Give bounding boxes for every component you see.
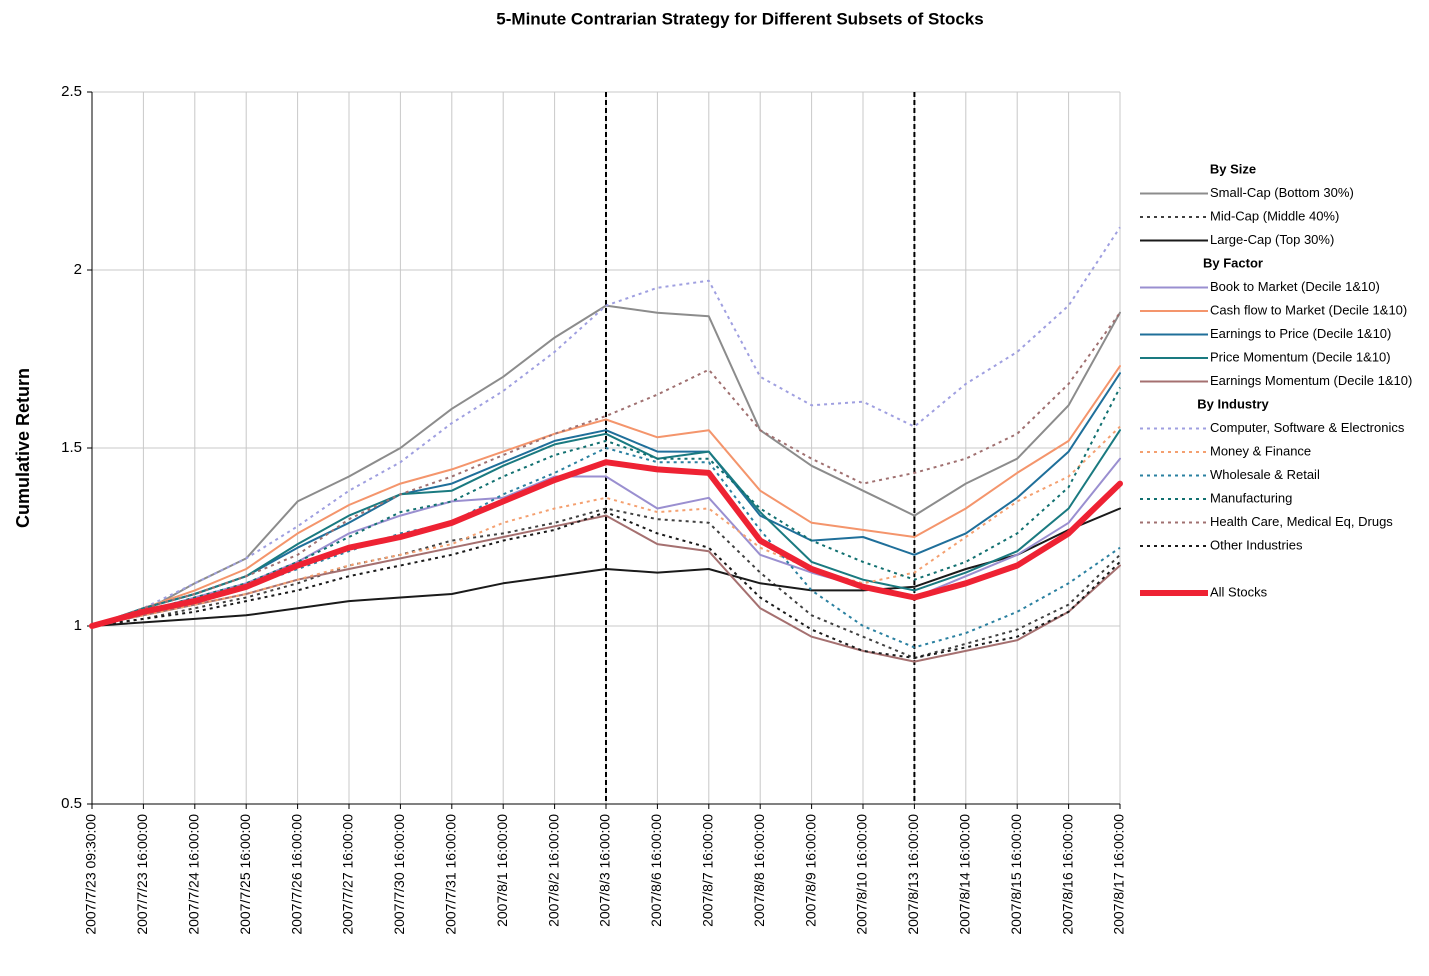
series-line <box>91 365 1121 627</box>
y-tick-label: 1 <box>74 617 82 634</box>
x-tick-label: 2007/8/7 16:00:00 <box>700 814 716 927</box>
x-tick-label: 2007/7/25 16:00:00 <box>237 814 253 935</box>
y-axis-label: Cumulative Return <box>13 368 33 528</box>
x-tick-label: 2007/7/26 16:00:00 <box>288 814 304 935</box>
series-line <box>91 429 1121 627</box>
chart-title: 5-Minute Contrarian Strategy for Differe… <box>496 9 983 28</box>
series-line <box>89 459 1123 629</box>
x-tick-label: 2007/8/10 16:00:00 <box>854 814 870 935</box>
legend-label: Earnings Momentum (Decile 1&10) <box>1210 373 1412 388</box>
legend-label: Book to Market (Decile 1&10) <box>1210 279 1380 294</box>
x-tick-label: 2007/7/30 16:00:00 <box>391 814 407 935</box>
legend-label: Price Momentum (Decile 1&10) <box>1210 349 1391 364</box>
y-tick-label: 0.5 <box>61 795 82 812</box>
series-line <box>91 372 1121 627</box>
legend-label: Earnings to Price (Decile 1&10) <box>1210 326 1391 341</box>
legend-label: Wholesale & Retail <box>1210 467 1320 482</box>
series-line <box>91 425 1121 627</box>
x-tick-label: 2007/8/13 16:00:00 <box>905 814 921 935</box>
x-tick-label: 2007/8/1 16:00:00 <box>494 814 510 927</box>
legend-label: Computer, Software & Electronics <box>1210 420 1405 435</box>
series-line <box>91 226 1121 627</box>
legend-group-title: By Industry <box>1197 396 1269 411</box>
y-tick-label: 1.5 <box>61 439 82 456</box>
legend-label: Other Industries <box>1210 537 1303 552</box>
legend-label: Money & Finance <box>1210 443 1311 458</box>
legend-label: Cash flow to Market (Decile 1&10) <box>1210 302 1407 317</box>
legend-label: Small-Cap (Bottom 30%) <box>1210 185 1354 200</box>
x-tick-label: 2007/7/27 16:00:00 <box>340 814 356 935</box>
y-tick-label: 2.5 <box>61 83 82 100</box>
x-tick-label: 2007/8/6 16:00:00 <box>648 814 664 927</box>
series-line <box>91 507 1121 627</box>
series-line <box>91 457 1121 627</box>
x-tick-label: 2007/8/9 16:00:00 <box>802 814 818 927</box>
series-line <box>91 387 1121 627</box>
x-tick-label: 2007/8/2 16:00:00 <box>545 814 561 927</box>
x-tick-label: 2007/7/23 09:30:00 <box>83 814 99 935</box>
legend-label: Mid-Cap (Middle 40%) <box>1210 208 1339 223</box>
x-tick-label: 2007/7/31 16:00:00 <box>443 814 459 935</box>
series-line <box>91 511 1121 659</box>
legend-group-title: By Size <box>1210 161 1256 176</box>
series-line <box>91 312 1121 627</box>
x-tick-label: 2007/7/23 16:00:00 <box>134 814 150 935</box>
series-line <box>91 507 1121 659</box>
x-tick-label: 2007/8/8 16:00:00 <box>751 814 767 927</box>
x-tick-label: 2007/8/3 16:00:00 <box>597 814 613 927</box>
legend-label: All Stocks <box>1210 584 1268 599</box>
x-tick-label: 2007/8/15 16:00:00 <box>1008 814 1024 935</box>
x-tick-label: 2007/8/14 16:00:00 <box>957 814 973 935</box>
legend-label: Health Care, Medical Eq, Drugs <box>1210 514 1393 529</box>
legend-label: Large-Cap (Top 30%) <box>1210 232 1334 247</box>
legend-group-title: By Factor <box>1203 255 1263 270</box>
x-tick-label: 2007/7/24 16:00:00 <box>186 814 202 935</box>
x-tick-label: 2007/8/16 16:00:00 <box>1059 814 1075 935</box>
x-tick-label: 2007/8/17 16:00:00 <box>1111 814 1127 935</box>
legend-label: Manufacturing <box>1210 490 1292 505</box>
y-tick-label: 2 <box>74 261 82 278</box>
